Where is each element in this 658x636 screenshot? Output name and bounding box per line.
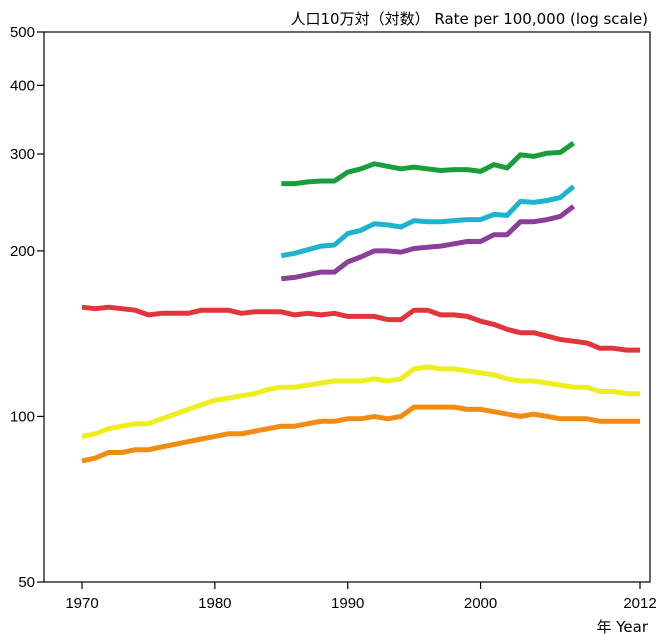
- series-line-4: [81, 304, 640, 353]
- series-line-3: [281, 204, 576, 282]
- y-axis-title: 人口10万対（対数） Rate per 100,000 (log scale): [291, 10, 649, 28]
- series-lines: [81, 141, 640, 464]
- x-axis-ticks: 1970 1980 1990 2000 2012: [65, 582, 657, 612]
- x-tick-label: 1980: [198, 595, 231, 612]
- series-line-6: [81, 404, 640, 464]
- y-tick-label: 400: [10, 77, 35, 94]
- series-line-2: [280, 184, 576, 259]
- y-tick-label: 100: [10, 408, 35, 425]
- y-tick-label: 200: [10, 243, 35, 260]
- y-tick-label: 50: [18, 574, 35, 591]
- series-line-5: [81, 364, 640, 439]
- y-tick-label: 300: [10, 146, 35, 163]
- plot-frame: [43, 31, 651, 583]
- series-line-1: [281, 141, 576, 187]
- x-tick-label: 2000: [464, 595, 497, 612]
- y-axis-ticks: 500 400 300 200 100 50: [10, 24, 44, 591]
- x-tick-label: 2012: [623, 595, 656, 612]
- x-axis-title: 年 Year: [596, 618, 648, 636]
- x-tick-label: 1990: [331, 595, 364, 612]
- y-tick-label: 500: [10, 24, 35, 41]
- x-tick-label: 1970: [65, 595, 98, 612]
